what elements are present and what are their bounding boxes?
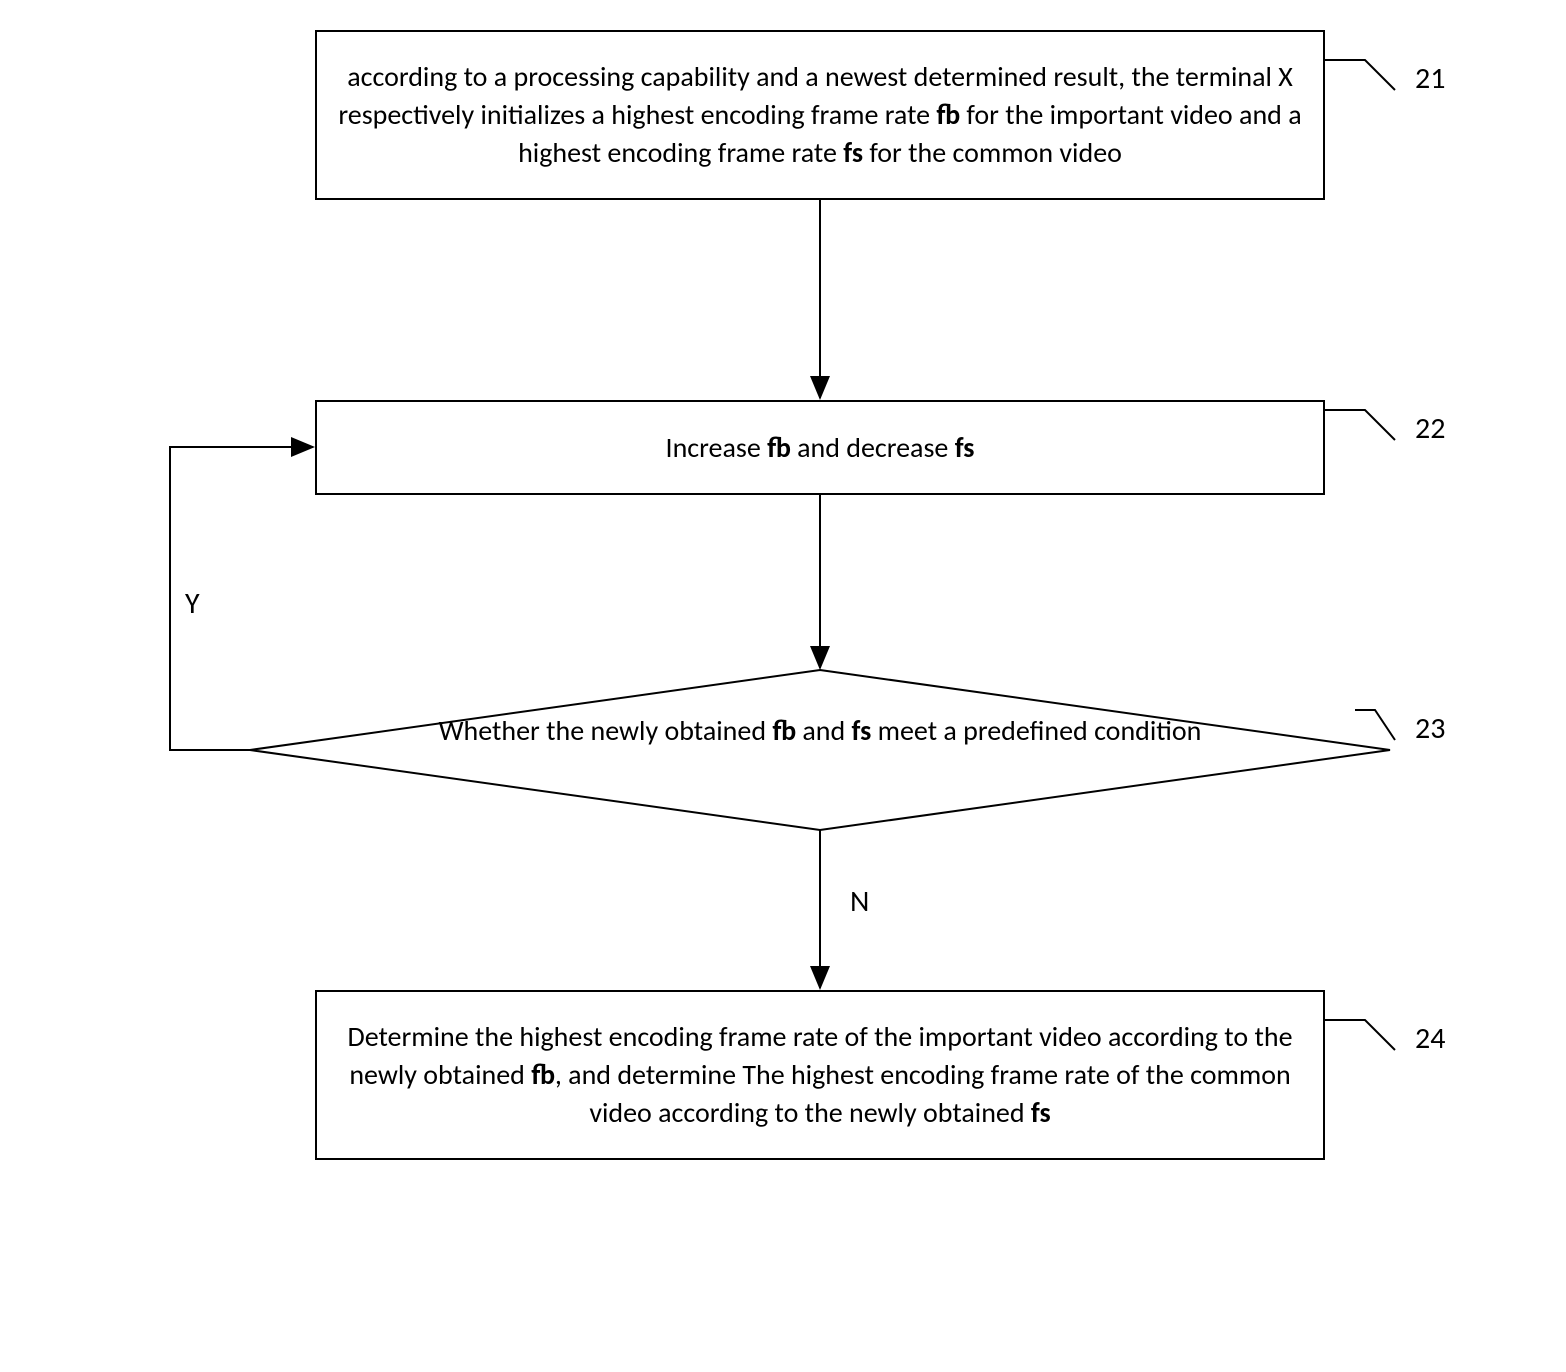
node-21-bold2: fs <box>843 135 863 170</box>
label-24: 24 <box>1415 1020 1445 1057</box>
node-23-text-post: meet a predefined condition <box>871 713 1201 748</box>
label-23: 23 <box>1415 710 1445 747</box>
flowchart-container: according to a processing capability and… <box>140 30 1420 1340</box>
node-24: Determine the highest encoding frame rat… <box>315 990 1325 1160</box>
node-23-bold1: fb <box>772 713 796 748</box>
node-21: according to a processing capability and… <box>315 30 1325 200</box>
node-22-text-mid: and decrease <box>791 430 955 465</box>
node-22: Increase fb and decrease fs <box>315 400 1325 495</box>
node-23-text-pre: Whether the newly obtained <box>439 713 773 748</box>
label-22: 22 <box>1415 410 1445 447</box>
node-23-text-mid: and <box>796 713 852 748</box>
node-21-bold1: fb <box>936 97 960 132</box>
node-24-text-mid: , and determine The highest encoding fra… <box>555 1057 1291 1130</box>
label-21: 21 <box>1415 60 1445 97</box>
node-22-bold1: fb <box>767 430 791 465</box>
node-23-text: Whether the newly obtained fb and fs mee… <box>390 712 1250 750</box>
node-22-text-pre: Increase <box>666 430 768 465</box>
node-22-bold2: fs <box>955 430 975 465</box>
edge-label-y: Y <box>185 585 200 622</box>
node-23-bold2: fs <box>852 713 872 748</box>
node-21-text-post: for the common video <box>863 135 1122 170</box>
edge-label-n: N <box>850 883 869 920</box>
node-24-bold1: fb <box>531 1057 555 1092</box>
node-24-bold2: fs <box>1031 1095 1051 1130</box>
